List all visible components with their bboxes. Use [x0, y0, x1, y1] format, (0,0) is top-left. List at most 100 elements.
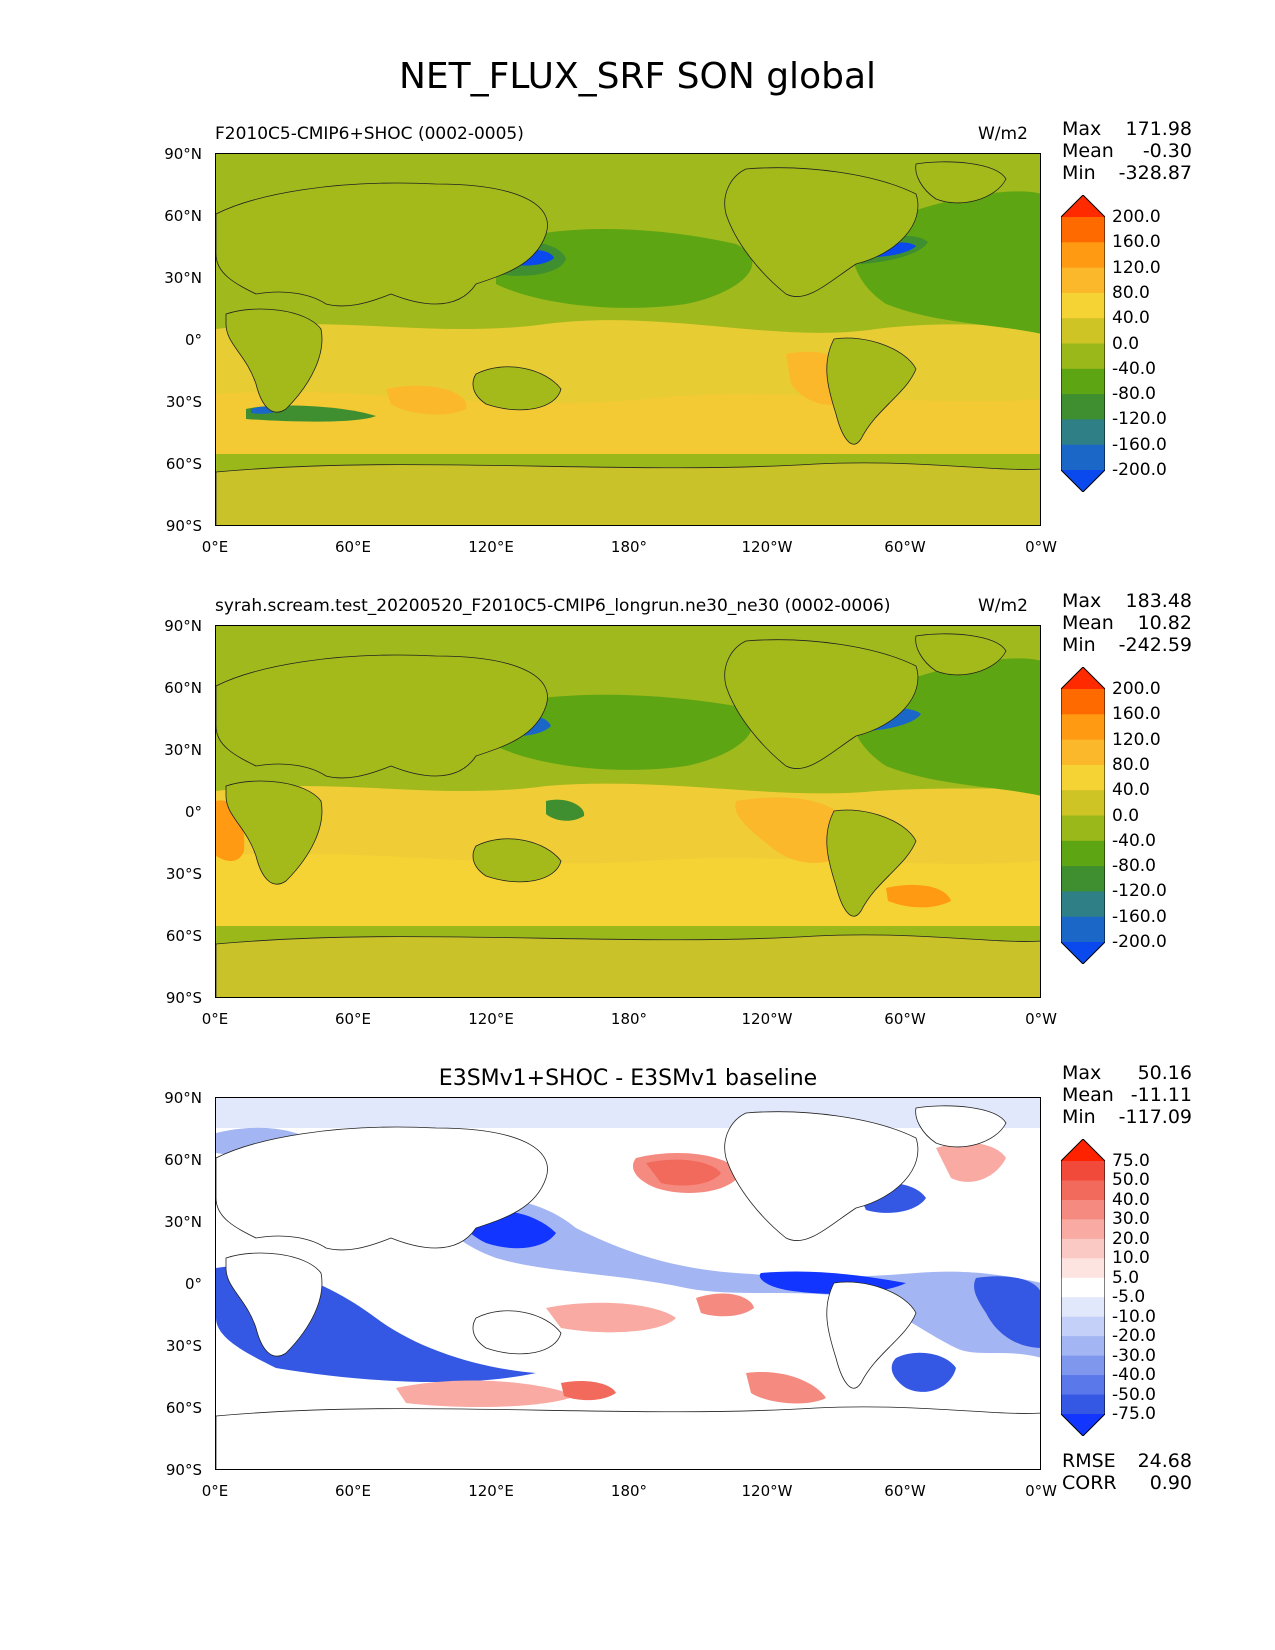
lat-tick: 60°N — [164, 1151, 202, 1169]
stats-box: Max 50.16 Mean -11.11 Min -117.09 — [1062, 1062, 1192, 1128]
colorbar-tick-label: 40.0 — [1112, 780, 1150, 801]
lat-tick: 60°S — [165, 455, 202, 473]
colorbar-tick-label: -10.0 — [1112, 1306, 1156, 1327]
stat-max: 171.98 — [1125, 118, 1192, 140]
rmse-value: 24.68 — [1137, 1450, 1192, 1472]
colorbar-tick-label: -80.0 — [1112, 856, 1156, 877]
colorbar-tick-label: -40.0 — [1112, 358, 1156, 379]
lon-tick: 180° — [610, 538, 648, 556]
colorbar-segment — [1061, 1180, 1105, 1201]
colorbar-svg — [1060, 1138, 1106, 1437]
colorbar-segment — [1061, 866, 1105, 892]
lon-tick: 0°W — [1025, 1482, 1057, 1500]
colorbar-segment — [1061, 1375, 1105, 1396]
lon-tick: 180° — [610, 1010, 648, 1028]
units-label: W/m2 — [978, 124, 1028, 144]
panel-title: syrah.scream.test_20200520_F2010C5-CMIP6… — [215, 596, 891, 616]
colorbar-tick-label: 200.0 — [1112, 207, 1161, 227]
lon-tick: 180° — [610, 1482, 648, 1500]
colorbar-tick-label: 80.0 — [1112, 282, 1150, 303]
lat-tick: 30°N — [164, 269, 202, 287]
colorbar-segment — [1061, 1336, 1105, 1357]
colorbar-segment — [1061, 916, 1105, 943]
lon-tick: 120°E — [468, 538, 514, 556]
map-plot-difference — [215, 1097, 1041, 1470]
figure-title: NET_FLUX_SRF SON global — [398, 56, 877, 97]
colorbar-segment — [1061, 1139, 1105, 1161]
stat-mean: -0.30 — [1142, 140, 1192, 162]
colorbar-tick-label: -120.0 — [1112, 409, 1167, 430]
colorbar-segment — [1061, 1219, 1105, 1240]
colorbar-segment — [1061, 419, 1105, 446]
colorbar-tick-label: -5.0 — [1112, 1287, 1146, 1308]
colorbar-tick-label: -50.0 — [1112, 1384, 1156, 1405]
stat-max: 183.48 — [1125, 590, 1192, 612]
colorbar-segment — [1061, 217, 1105, 243]
colorbar-tick-label: 200.0 — [1112, 679, 1161, 699]
lat-tick: 60°N — [164, 679, 202, 697]
colorbar-segment — [1061, 1414, 1105, 1436]
stats-box: Max 183.48 Mean 10.82 Min -242.59 — [1062, 590, 1192, 656]
lon-tick: 60°E — [334, 538, 372, 556]
colorbar-segment — [1061, 470, 1105, 492]
colorbar-tick-label: -200.0 — [1112, 460, 1167, 480]
lat-tick: 90°S — [165, 1461, 202, 1479]
panel-title: F2010C5-CMIP6+SHOC (0002-0005) — [215, 124, 524, 144]
colorbar-tick-label: 160.0 — [1112, 704, 1161, 725]
lon-tick: 120°W — [741, 538, 793, 556]
stat-label: Mean — [1062, 612, 1114, 634]
lat-tick: 60°S — [165, 1399, 202, 1417]
stat-mean: 10.82 — [1137, 612, 1192, 634]
colorbar-tick-label: 0.0 — [1112, 333, 1140, 354]
lon-tick: 0°W — [1025, 538, 1057, 556]
colorbar-segment — [1061, 195, 1105, 217]
lat-tick: 30°N — [164, 741, 202, 759]
colorbar-segment — [1061, 1316, 1105, 1337]
lat-tick: 0° — [184, 331, 202, 349]
lat-tick: 90°N — [164, 145, 202, 163]
colorbar-tick-label: 80.0 — [1112, 754, 1150, 775]
lat-tick: 30°S — [165, 865, 202, 883]
colorbar-tick-label: 10.0 — [1112, 1248, 1150, 1269]
colorbar — [1060, 1138, 1106, 1437]
colorbar-tick-label: 120.0 — [1112, 729, 1161, 750]
colorbar-tick-label: -200.0 — [1112, 932, 1167, 952]
colorbar-segment — [1061, 1297, 1105, 1318]
colorbar-segment — [1061, 739, 1105, 766]
colorbar-segment — [1061, 764, 1105, 791]
lat-tick: 30°S — [165, 393, 202, 411]
colorbar-segment — [1061, 840, 1105, 867]
corr-value: 0.90 — [1149, 1472, 1192, 1494]
lon-tick: 120°W — [741, 1482, 793, 1500]
colorbar-tick-label: 20.0 — [1112, 1228, 1150, 1249]
colorbar-tick-label: 40.0 — [1112, 1189, 1150, 1210]
colorbar-tick-label: 75.0 — [1112, 1151, 1150, 1171]
map-field — [216, 626, 1040, 997]
colorbar-tick-label: 50.0 — [1112, 1170, 1150, 1191]
lon-tick: 120°E — [468, 1482, 514, 1500]
stat-min: -242.59 — [1118, 634, 1192, 656]
colorbar-segment — [1061, 891, 1105, 918]
colorbar-tick-label: 30.0 — [1112, 1209, 1150, 1230]
map-field — [216, 1098, 1040, 1469]
stat-min: -117.09 — [1118, 1106, 1192, 1128]
stat-label: Min — [1062, 162, 1096, 184]
lat-tick: 60°S — [165, 927, 202, 945]
colorbar-segment — [1061, 1394, 1105, 1415]
corr-label: CORR — [1062, 1472, 1117, 1494]
stats-box: Max 171.98 Mean -0.30 Min -328.87 — [1062, 118, 1192, 184]
lat-tick: 0° — [184, 803, 202, 821]
lat-tick: 0° — [184, 1275, 202, 1293]
stat-label: Mean — [1062, 140, 1114, 162]
lat-tick: 90°N — [164, 1089, 202, 1107]
lat-tick: 90°N — [164, 617, 202, 635]
colorbar-segment — [1061, 689, 1105, 715]
colorbar-tick-label: -160.0 — [1112, 434, 1167, 455]
colorbar-tick-label: -30.0 — [1112, 1345, 1156, 1366]
lat-tick: 30°S — [165, 1337, 202, 1355]
rmse-label: RMSE — [1062, 1450, 1116, 1472]
colorbar-segment — [1061, 343, 1105, 370]
colorbar-tick-label: -120.0 — [1112, 881, 1167, 902]
stat-label: Min — [1062, 1106, 1096, 1128]
lat-tick: 90°S — [165, 989, 202, 1007]
